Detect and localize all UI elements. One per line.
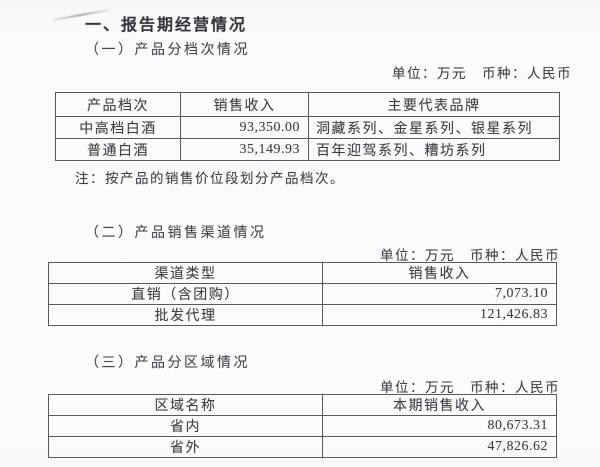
cell-channel: 批发代理 [48, 304, 323, 326]
table-row: 省外 47,826.62 [48, 436, 557, 458]
table-header-row: 产品档次 销售收入 主要代表品牌 [55, 92, 560, 117]
cell-revenue: 7,073.10 [322, 283, 557, 305]
col-header-main-brands: 主要代表品牌 [308, 92, 560, 117]
cell-revenue: 80,673.31 [322, 415, 557, 437]
product-grade-table: 产品档次 销售收入 主要代表品牌 中高档白酒 93,350.00 洞藏系列、金星… [55, 92, 560, 161]
cell-revenue: 93,350.00 [180, 116, 309, 139]
section-3-heading: （三）产品分区域情况 [85, 356, 250, 371]
section-3-unit-label: 单位：万元 币种：人民币 [380, 380, 560, 395]
section-1-unit-label: 单位：万元 币种：人民币 [392, 66, 572, 81]
cell-revenue: 35,149.93 [180, 138, 309, 161]
cell-grade: 普通白酒 [55, 138, 181, 161]
col-header-sales-revenue: 销售收入 [322, 262, 557, 284]
col-header-channel-type: 渠道类型 [48, 262, 323, 284]
page-title: 一、报告期经营情况 [85, 17, 248, 34]
cell-region: 省外 [48, 436, 323, 458]
table-row: 省内 80,673.31 [48, 415, 557, 437]
cell-grade: 中高档白酒 [55, 116, 181, 139]
section-2-heading: （二）产品销售渠道情况 [85, 226, 267, 241]
region-table: 区域名称 本期销售收入 省内 80,673.31 省外 47,826.62 [48, 394, 557, 458]
table-header-row: 区域名称 本期销售收入 [48, 394, 557, 416]
table-row: 直销（含团购） 7,073.10 [48, 283, 557, 305]
cell-revenue: 121,426.83 [322, 304, 557, 326]
col-header-region-name: 区域名称 [48, 394, 323, 416]
cell-channel: 直销（含团购） [48, 283, 323, 305]
section-2-unit-label: 单位：万元 币种：人民币 [380, 248, 560, 263]
table-header-row: 渠道类型 销售收入 [48, 262, 557, 284]
cell-revenue: 47,826.62 [322, 436, 557, 458]
cell-region: 省内 [48, 415, 323, 437]
table-row: 批发代理 121,426.83 [48, 304, 557, 326]
col-header-period-sales-revenue: 本期销售收入 [322, 394, 557, 416]
sales-channel-table: 渠道类型 销售收入 直销（含团购） 7,073.10 批发代理 121,426.… [48, 262, 557, 326]
cell-brands: 百年迎驾系列、糟坊系列 [308, 138, 560, 161]
table-row: 普通白酒 35,149.93 百年迎驾系列、糟坊系列 [55, 138, 560, 161]
section-1-note: 注：按产品的销售价位段划分产品档次。 [75, 171, 345, 186]
table-row: 中高档白酒 93,350.00 洞藏系列、金星系列、银星系列 [55, 116, 560, 139]
col-header-product-grade: 产品档次 [55, 92, 181, 117]
cell-brands: 洞藏系列、金星系列、银星系列 [308, 116, 560, 139]
col-header-sales-revenue: 销售收入 [180, 92, 309, 117]
section-1-heading: （一）产品分档次情况 [85, 43, 250, 58]
